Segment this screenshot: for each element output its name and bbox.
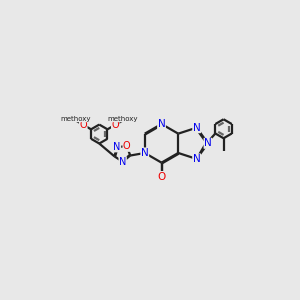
Text: N: N [193,123,200,133]
Text: methoxy: methoxy [108,116,138,122]
Text: N: N [193,154,200,164]
Text: O: O [123,141,130,152]
Text: O: O [80,120,87,130]
Text: O: O [111,120,119,130]
Text: methoxy: methoxy [60,116,91,122]
Text: N: N [141,148,148,158]
Text: N: N [113,142,121,152]
Text: N: N [158,119,165,129]
Text: O: O [158,172,166,182]
Text: N: N [119,157,126,167]
Text: N: N [204,138,212,148]
